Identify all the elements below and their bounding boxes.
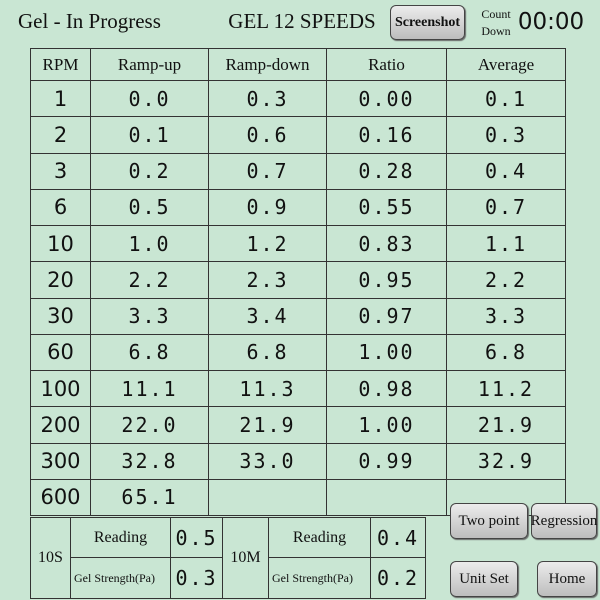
rpm-cell: 100: [30, 370, 91, 408]
button[interactable]: Regression: [531, 503, 597, 539]
value-cell: 0.99: [326, 442, 447, 480]
value-cell: 0.28: [326, 152, 447, 190]
value-cell: 0.4: [446, 152, 566, 190]
value-cell: 6.8: [90, 333, 209, 371]
button[interactable]: Home: [537, 561, 597, 597]
column-header: Average: [446, 48, 566, 81]
value-cell: 0.7: [208, 152, 327, 190]
countdown-label: Count Down: [481, 7, 511, 38]
value-cell: 0.95: [326, 261, 447, 299]
strength-value: 0.3: [170, 557, 223, 599]
value-cell: 0.00: [326, 80, 447, 118]
reading-value: 0.4: [370, 517, 426, 558]
value-cell: 0.83: [326, 225, 447, 263]
title: Gel - In Progress: [18, 8, 161, 33]
value-cell: 0.98: [326, 370, 447, 408]
value-cell: 0.3: [446, 116, 566, 154]
value-cell: 11.2: [446, 370, 566, 408]
value-cell: 0.55: [326, 188, 447, 226]
rpm-cell: 2: [30, 116, 91, 154]
rpm-cell: 30: [30, 297, 91, 335]
strength-label: Gel Strength(Pa): [70, 557, 171, 599]
value-cell: 11.1: [90, 370, 209, 408]
empty-cell: [208, 478, 327, 516]
button[interactable]: Two point: [450, 503, 528, 539]
rpm-cell: 20: [30, 261, 91, 299]
countdown: 00:00: [517, 9, 585, 35]
reading-value: 0.5: [170, 517, 223, 558]
value-cell: 2.2: [446, 261, 566, 299]
value-cell: 3.3: [446, 297, 566, 335]
time-label: 10M: [222, 517, 269, 599]
value-cell: 33.0: [208, 442, 327, 480]
value-cell: 6.8: [446, 333, 566, 371]
column-header: Ratio: [326, 48, 447, 81]
column-header: RPM: [30, 48, 91, 81]
value-cell: 0.1: [90, 116, 209, 154]
value-cell: 0.97: [326, 297, 447, 335]
rpm-cell: 1: [30, 80, 91, 118]
reading-label: Reading: [268, 517, 371, 558]
rpm-cell: 600: [30, 478, 91, 516]
empty-cell: [326, 478, 447, 516]
value-cell: 1.00: [326, 333, 447, 371]
value-cell: 1.00: [326, 406, 447, 444]
column-header: Ramp-up: [90, 48, 209, 81]
value-cell: 1.1: [446, 225, 566, 263]
reading-label: Reading: [70, 517, 171, 558]
rpm-cell: 10: [30, 225, 91, 263]
value-cell: 1.2: [208, 225, 327, 263]
value-cell: 0.9: [208, 188, 327, 226]
mode: GEL 12 SPEEDS: [228, 8, 376, 33]
time-label: 10S: [30, 517, 71, 599]
screenshot-button[interactable]: Screenshot: [390, 5, 465, 40]
value-cell: 21.9: [208, 406, 327, 444]
value-cell: 0.7: [446, 188, 566, 226]
strength-value: 0.2: [370, 557, 426, 599]
value-cell: 1.0: [90, 225, 209, 263]
rpm-cell: 6: [30, 188, 91, 226]
rpm-cell: 3: [30, 152, 91, 190]
value-cell: 0.3: [208, 80, 327, 118]
value-cell: 32.9: [446, 442, 566, 480]
button[interactable]: Unit Set: [450, 561, 518, 597]
value-cell: 21.9: [446, 406, 566, 444]
value-cell: 3.4: [208, 297, 327, 335]
rpm-cell: 200: [30, 406, 91, 444]
value-cell: 32.8: [90, 442, 209, 480]
value-cell: 6.8: [208, 333, 327, 371]
value-cell: 3.3: [90, 297, 209, 335]
strength-label: Gel Strength(Pa): [268, 557, 371, 599]
value-cell: 0.0: [90, 80, 209, 118]
value-cell: 0.2: [90, 152, 209, 190]
rpm-cell: 60: [30, 333, 91, 371]
value-cell: 0.16: [326, 116, 447, 154]
value-cell: 65.1: [90, 478, 209, 516]
value-cell: 0.6: [208, 116, 327, 154]
value-cell: 11.3: [208, 370, 327, 408]
value-cell: 2.2: [90, 261, 209, 299]
value-cell: 0.1: [446, 80, 566, 118]
rpm-cell: 300: [30, 442, 91, 480]
value-cell: 2.3: [208, 261, 327, 299]
column-header: Ramp-down: [208, 48, 327, 81]
value-cell: 0.5: [90, 188, 209, 226]
value-cell: 22.0: [90, 406, 209, 444]
